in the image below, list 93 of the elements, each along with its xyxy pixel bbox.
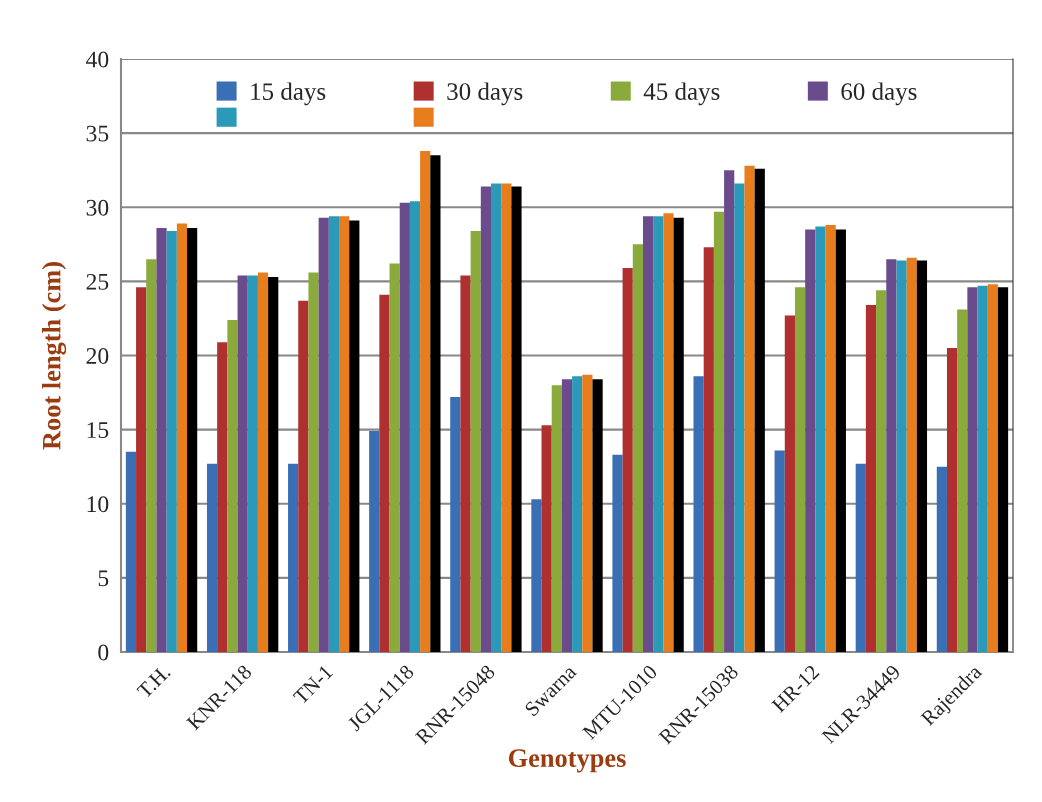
y-tick-label: 15 bbox=[87, 422, 109, 439]
x-axis-title: Genotypes bbox=[508, 749, 626, 773]
y-tick-label: 20 bbox=[86, 347, 109, 364]
bar bbox=[136, 287, 147, 652]
bar bbox=[936, 466, 947, 652]
bar bbox=[876, 290, 887, 652]
bar bbox=[653, 216, 664, 652]
bar bbox=[541, 425, 552, 652]
bar bbox=[815, 226, 826, 652]
bar bbox=[612, 454, 623, 652]
bar bbox=[531, 499, 542, 652]
bar bbox=[916, 260, 928, 652]
bar bbox=[865, 305, 877, 652]
bar bbox=[339, 216, 350, 652]
bar bbox=[896, 260, 907, 652]
bar bbox=[967, 287, 978, 652]
bar bbox=[460, 275, 471, 652]
bar bbox=[632, 244, 643, 652]
y-tick-label: 10 bbox=[87, 496, 109, 513]
bar bbox=[399, 202, 410, 652]
bar bbox=[501, 183, 512, 652]
bar bbox=[308, 272, 319, 652]
bar bbox=[328, 216, 340, 652]
bar bbox=[379, 294, 390, 652]
bar bbox=[734, 183, 745, 652]
bar bbox=[420, 150, 431, 652]
bar bbox=[389, 263, 400, 652]
bar bbox=[298, 300, 309, 652]
x-tick-label: T.H. bbox=[136, 664, 172, 700]
bar bbox=[977, 285, 988, 652]
legend-label: 30 days bbox=[447, 82, 523, 106]
legend-label: 15 days bbox=[251, 82, 326, 106]
bar bbox=[794, 287, 806, 652]
y-tick-label: 25 bbox=[86, 273, 109, 290]
bar bbox=[703, 247, 714, 652]
bar bbox=[176, 223, 188, 652]
bar bbox=[713, 211, 725, 652]
bar bbox=[673, 217, 684, 652]
y-tick-label: 40 bbox=[86, 51, 109, 68]
bar bbox=[957, 309, 968, 652]
bar bbox=[318, 217, 329, 652]
bar bbox=[206, 463, 218, 652]
bar bbox=[450, 397, 461, 652]
legend-label: 60 days bbox=[841, 82, 917, 106]
bar bbox=[724, 170, 735, 652]
bar bbox=[997, 287, 1009, 652]
bar bbox=[774, 450, 785, 652]
bar bbox=[784, 315, 795, 652]
bar bbox=[744, 165, 755, 652]
bar bbox=[805, 229, 816, 652]
y-tick-label: 0 bbox=[98, 644, 109, 661]
bar bbox=[237, 275, 248, 652]
bar bbox=[693, 376, 704, 652]
bar bbox=[166, 230, 177, 652]
bar bbox=[561, 379, 573, 652]
bar bbox=[146, 259, 157, 652]
bar bbox=[855, 463, 866, 652]
bar bbox=[754, 168, 765, 652]
bar bbox=[349, 220, 360, 652]
y-tick-label: 35 bbox=[86, 125, 109, 142]
bar bbox=[592, 379, 603, 652]
bar bbox=[268, 276, 279, 652]
bar bbox=[511, 186, 522, 652]
bar bbox=[551, 385, 562, 652]
bar bbox=[906, 257, 917, 652]
bar bbox=[663, 213, 674, 652]
bar bbox=[480, 186, 492, 652]
bar bbox=[369, 431, 380, 652]
legend-label: 45 days bbox=[643, 82, 720, 106]
bar bbox=[582, 374, 593, 652]
bar bbox=[257, 272, 269, 652]
bar bbox=[288, 463, 299, 652]
bar bbox=[217, 342, 228, 652]
bar bbox=[825, 225, 836, 652]
bar bbox=[430, 155, 441, 652]
bar bbox=[247, 275, 258, 652]
bar bbox=[125, 451, 137, 652]
y-axis-title: Root length (cm) bbox=[42, 262, 67, 450]
bar bbox=[642, 216, 654, 652]
bar bbox=[409, 201, 421, 652]
bar bbox=[622, 268, 633, 652]
bar bbox=[886, 259, 897, 652]
y-tick-label: 5 bbox=[98, 570, 109, 587]
bar bbox=[470, 230, 481, 652]
bar bbox=[156, 228, 167, 652]
bar bbox=[491, 183, 502, 652]
bar bbox=[227, 319, 238, 652]
bar bbox=[187, 228, 198, 652]
bar bbox=[835, 229, 846, 652]
bar bbox=[987, 284, 998, 652]
bar bbox=[946, 348, 958, 652]
bar bbox=[572, 376, 583, 652]
y-tick-label: 30 bbox=[86, 199, 109, 216]
